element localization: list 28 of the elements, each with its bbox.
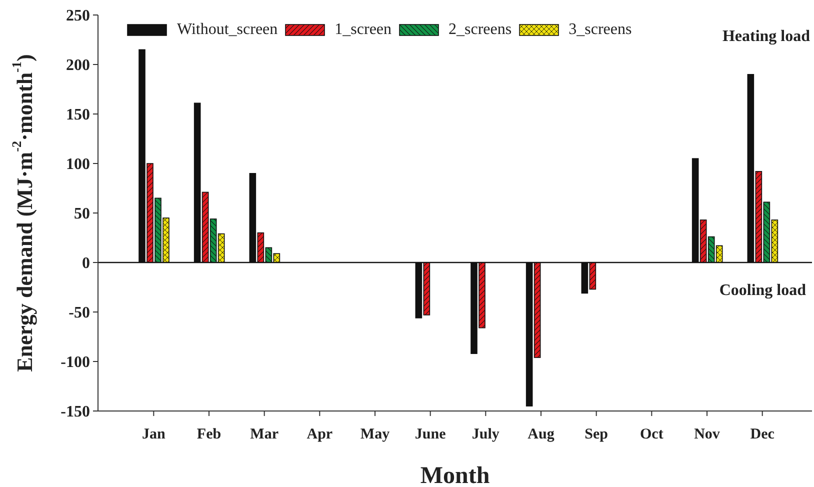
legend-label: 1_screen: [334, 21, 392, 39]
y-tick-label: -50: [68, 304, 90, 322]
x-tick-label: Sep: [584, 426, 608, 443]
y-tick-label: 150: [66, 106, 90, 124]
x-tick-label: Nov: [694, 426, 720, 443]
x-tick-label: Apr: [306, 426, 333, 443]
x-tick-label: Jan: [142, 426, 166, 443]
annotation: Cooling load: [719, 282, 806, 299]
x-tick-label: June: [414, 426, 446, 443]
legend-label: 3_screens: [568, 21, 632, 39]
x-tick-label: July: [472, 426, 500, 443]
y-tick-label: 200: [66, 57, 90, 74]
y-tick-label: 0: [82, 255, 90, 272]
y-tick-label: 100: [66, 156, 90, 174]
x-tick-label: May: [360, 426, 390, 443]
x-tick-label: Aug: [528, 426, 555, 443]
y-tick-label: -100: [60, 354, 90, 372]
x-tick-label: Mar: [250, 426, 279, 443]
x-tick-label: Feb: [196, 426, 222, 443]
x-axis-title: Month: [420, 463, 490, 487]
y-tick-label: 50: [74, 206, 90, 223]
x-tick-label: Dec: [750, 426, 775, 443]
x-tick-label: Oct: [640, 426, 664, 443]
y-tick-label: -150: [60, 404, 90, 421]
legend-label: 2_screens: [448, 21, 512, 39]
annotation: Heating load: [722, 28, 810, 45]
y-tick-label: 250: [66, 8, 90, 25]
legend-label: Without_screen: [177, 21, 278, 39]
